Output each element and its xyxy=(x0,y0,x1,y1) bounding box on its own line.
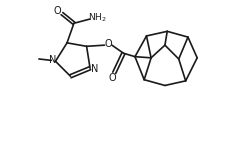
Text: O: O xyxy=(54,6,62,16)
Text: O: O xyxy=(108,73,116,83)
Text: N: N xyxy=(49,55,56,65)
Text: O: O xyxy=(105,38,112,49)
Text: N: N xyxy=(91,64,98,74)
Text: NH$_2$: NH$_2$ xyxy=(88,12,107,24)
